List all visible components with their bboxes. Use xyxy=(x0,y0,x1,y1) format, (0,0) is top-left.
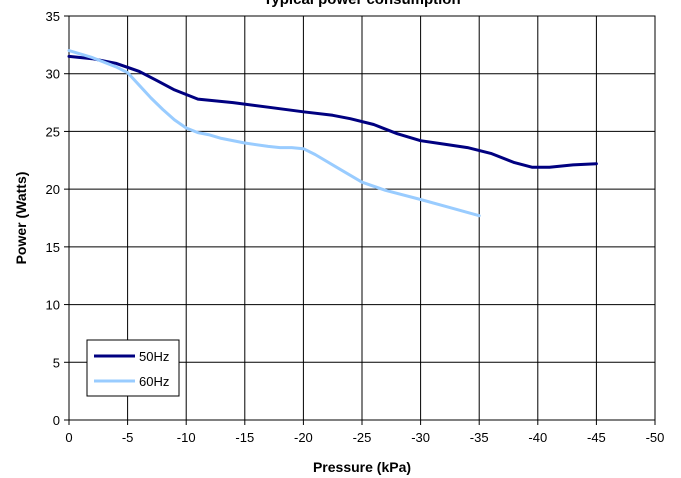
x-tick-label: -15 xyxy=(235,430,254,445)
y-tick-label: 20 xyxy=(46,182,60,197)
x-tick-label: -35 xyxy=(470,430,489,445)
x-tick-label: -5 xyxy=(122,430,134,445)
legend: 50Hz 60Hz xyxy=(86,339,180,397)
legend-box xyxy=(86,339,180,397)
x-tick-label: -10 xyxy=(177,430,196,445)
x-tick-label: -45 xyxy=(587,430,606,445)
x-axis-tick-labels: 0 -5 -10 -15 -20 -25 -30 -35 -40 -45 -50 xyxy=(65,420,664,445)
y-tick-label: 15 xyxy=(46,240,60,255)
x-tick-label: -40 xyxy=(528,430,547,445)
x-tick-label: -25 xyxy=(353,430,372,445)
legend-label-60hz: 60Hz xyxy=(139,374,169,389)
x-tick-label: -20 xyxy=(294,430,313,445)
legend-label-50hz: 50Hz xyxy=(139,349,169,364)
series-line-60hz xyxy=(67,49,481,218)
y-tick-label: 35 xyxy=(46,9,60,24)
y-tick-label: 30 xyxy=(46,67,60,82)
x-tick-label: -50 xyxy=(646,430,665,445)
y-axis-title: Power (Watts) xyxy=(13,172,29,265)
series-lines xyxy=(67,49,598,218)
chart-title: Typical power consumption xyxy=(263,0,460,8)
y-tick-label: 25 xyxy=(46,124,60,139)
series-line-50hz xyxy=(67,54,598,169)
y-tick-label: 10 xyxy=(46,298,60,313)
y-axis-tick-labels: 0 5 10 15 20 25 30 35 xyxy=(46,9,69,428)
x-tick-label: 0 xyxy=(65,430,72,445)
x-tick-label: -30 xyxy=(411,430,430,445)
y-tick-label: 5 xyxy=(53,355,60,370)
x-axis-title: Pressure (kPa) xyxy=(313,459,411,475)
y-tick-label: 0 xyxy=(53,413,60,428)
